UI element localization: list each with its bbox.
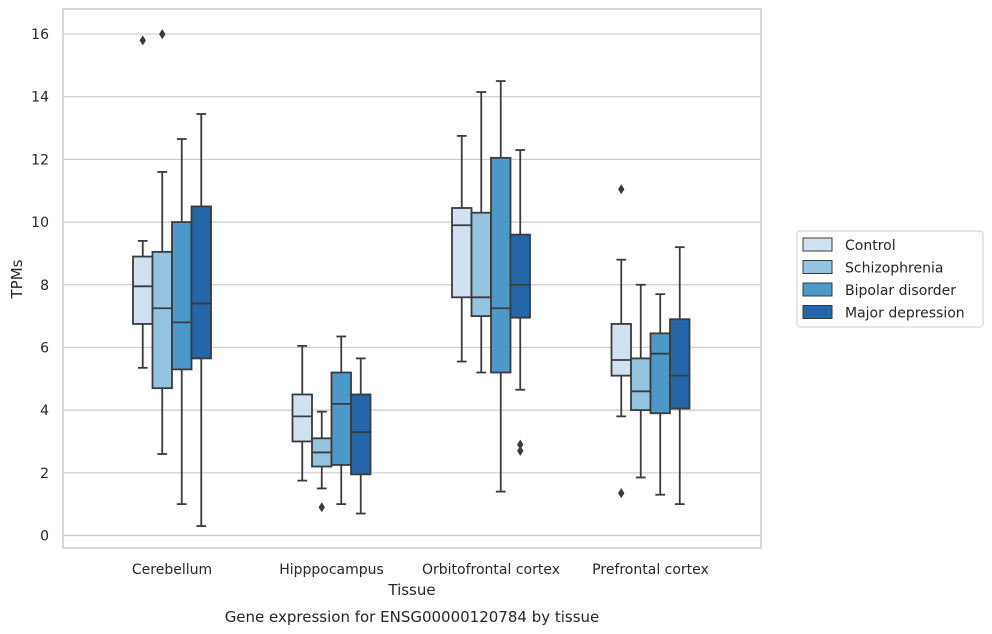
box-3-2 (649, 293, 671, 496)
y-tick-label-16: 16 (31, 27, 49, 43)
y-tick-labels: 0 2 4 6 8 10 12 14 16 (31, 27, 49, 544)
legend-label-2: Bipolar disorder (845, 283, 956, 299)
figure-caption: Gene expression for ENSG00000120784 by t… (225, 608, 600, 626)
box-iqr (630, 357, 652, 412)
x-tick-label-0: Cerebellum (132, 562, 212, 578)
legend-label-3: Major depression (845, 306, 965, 322)
box-3-3 (669, 246, 691, 506)
outlier-point (159, 29, 166, 40)
outlier-point (517, 439, 524, 450)
box-iqr (151, 250, 173, 390)
y-tick-label-4: 4 (40, 403, 49, 419)
plot-frame (62, 8, 762, 549)
box-iqr (649, 332, 671, 415)
x-axis-label: Tissue (387, 581, 435, 599)
y-tick-label-10: 10 (31, 215, 49, 231)
box-iqr (330, 371, 352, 466)
box-0-3 (190, 113, 212, 527)
legend-swatch-0 (802, 237, 833, 252)
box-iqr (132, 255, 154, 325)
legend-label-0: Control (845, 238, 896, 254)
box-0-2 (171, 138, 193, 506)
x-tick-labels: Cerebellum Hipppocampus Orbitofrontal cort… (132, 562, 709, 578)
box-2-1 (470, 91, 492, 374)
box-1-2 (330, 335, 352, 506)
y-tick-label-2: 2 (40, 466, 49, 482)
box-0-1 (151, 29, 173, 455)
box-iqr (610, 323, 632, 377)
y-tick-label-8: 8 (40, 278, 49, 294)
legend-swatch-2 (802, 282, 833, 297)
outlier-point (517, 445, 524, 456)
box-iqr (291, 393, 313, 443)
y-tick-label-6: 6 (40, 340, 49, 356)
box-iqr (190, 205, 212, 360)
y-axis-label: TPMs (8, 259, 26, 299)
box-2-0 (451, 135, 473, 363)
x-tick-label-1: Hipppocampus (279, 562, 384, 578)
box-iqr (509, 233, 531, 319)
box-3-1 (630, 283, 652, 479)
box-1-1 (311, 410, 333, 513)
box-2-2 (490, 80, 512, 493)
legend-frame (796, 230, 984, 328)
x-tick-label-2: Orbitofrontal cortex (422, 562, 560, 578)
box-3-0 (610, 184, 632, 499)
legend-swatch-3 (802, 305, 833, 319)
y-tick-label-14: 14 (31, 90, 49, 106)
box-2-3 (509, 149, 531, 456)
box-iqr (669, 318, 691, 410)
y-tick-label-0: 0 (40, 528, 49, 544)
outlier-point (318, 502, 325, 513)
box-iqr (350, 393, 372, 476)
legend-swatch-1 (802, 260, 833, 274)
x-tick-label-3: Prefrontal cortex (592, 562, 709, 578)
outlier-point (618, 184, 625, 195)
box-iqr (470, 211, 492, 318)
box-iqr (171, 221, 193, 371)
boxes (132, 29, 691, 527)
outlier-point (139, 35, 146, 46)
box-iqr (451, 207, 473, 299)
legend-label-1: Schizophrenia (845, 261, 943, 277)
box-1-0 (291, 344, 313, 482)
box-0-0 (132, 35, 154, 369)
outlier-point (618, 488, 625, 499)
box-iqr (490, 156, 512, 374)
box-1-3 (350, 357, 372, 515)
legend: Control Schizophrenia Bipolar disorder Majo… (796, 230, 984, 328)
y-tick-label-12: 12 (31, 152, 49, 168)
